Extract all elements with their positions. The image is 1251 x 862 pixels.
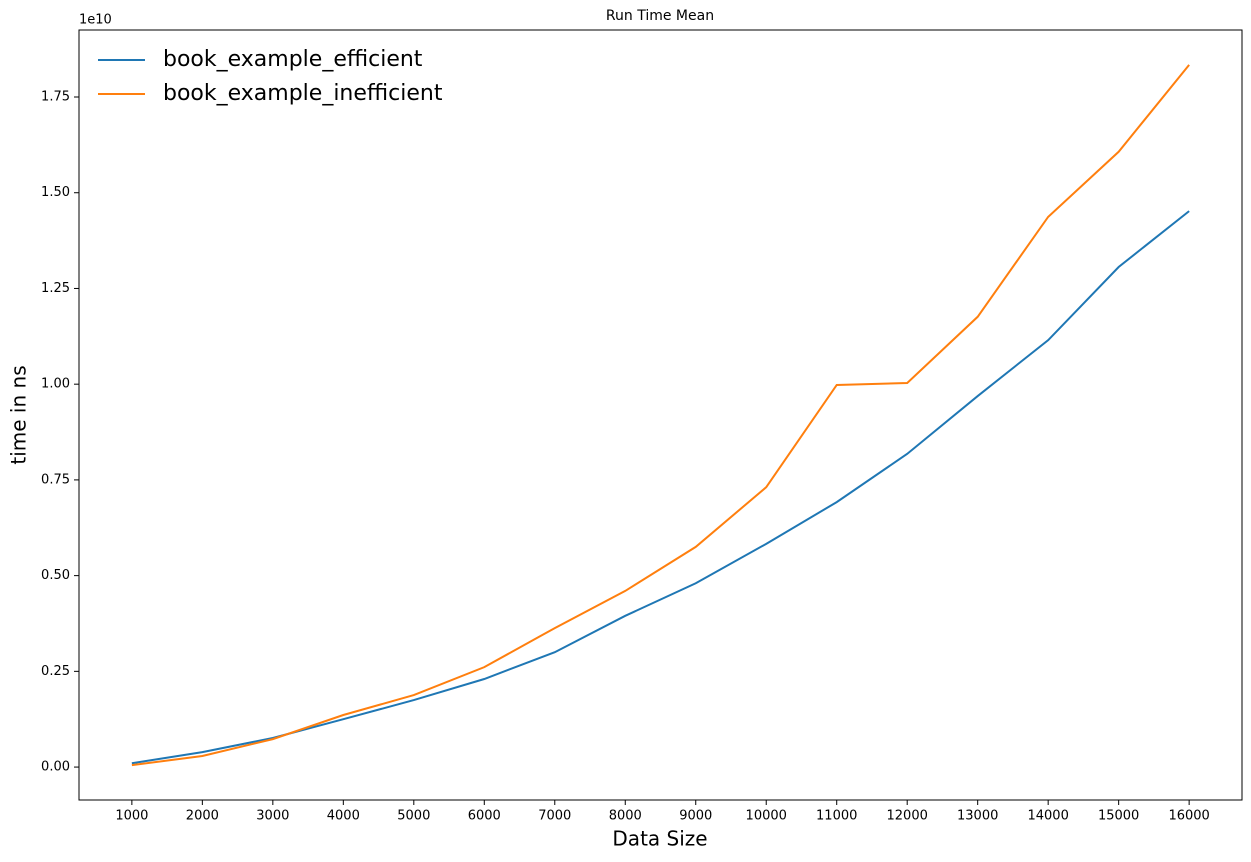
offset-label: 1e10 bbox=[79, 13, 112, 28]
x-tick-label: 14000 bbox=[1027, 809, 1068, 824]
x-tick-label: 10000 bbox=[746, 809, 787, 824]
x-tick-label: 8000 bbox=[609, 809, 642, 824]
x-tick-label: 4000 bbox=[327, 809, 360, 824]
y-tick-label: 0.75 bbox=[41, 472, 70, 487]
x-tick-label: 2000 bbox=[186, 809, 219, 824]
y-tick-label: 1.75 bbox=[41, 90, 70, 105]
x-tick-label: 6000 bbox=[468, 809, 501, 824]
x-tick-label: 5000 bbox=[397, 809, 430, 824]
y-axis-label: time in ns bbox=[7, 365, 31, 464]
x-tick-label: 15000 bbox=[1098, 809, 1139, 824]
plot-frame bbox=[78, 29, 1243, 801]
y-tick-label: 0.50 bbox=[41, 568, 70, 583]
line bbox=[131, 64, 1190, 767]
y-tick-label: 0.00 bbox=[41, 760, 70, 775]
x-tick-label: 9000 bbox=[679, 809, 712, 824]
line bbox=[131, 210, 1190, 765]
legend-label: book_example_efficient bbox=[163, 47, 423, 72]
legend-label: book_example_inefficient bbox=[163, 81, 443, 106]
x-tick-label: 3000 bbox=[256, 809, 289, 824]
x-tick-label: 11000 bbox=[816, 809, 857, 824]
x-tick-label: 13000 bbox=[957, 809, 998, 824]
y-tick-label: 1.50 bbox=[41, 185, 70, 200]
chart-title: Run Time Mean bbox=[606, 8, 714, 24]
x-tick-label: 7000 bbox=[538, 809, 571, 824]
y-tick-label: 1.00 bbox=[41, 377, 70, 392]
x-axis-label: Data Size bbox=[612, 827, 707, 851]
x-tick-label: 1000 bbox=[115, 809, 148, 824]
y-tick-label: 0.25 bbox=[41, 664, 70, 679]
x-tick-label: 16000 bbox=[1168, 809, 1209, 824]
x-tick-label: 12000 bbox=[887, 809, 928, 824]
y-tick-label: 1.25 bbox=[41, 281, 70, 296]
